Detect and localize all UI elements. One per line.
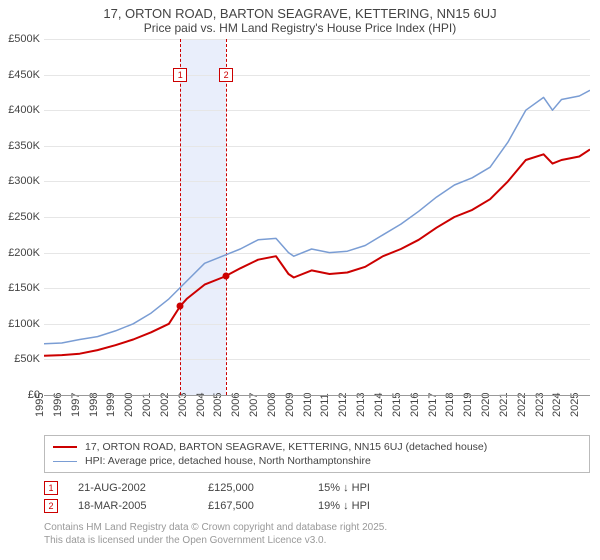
chart-subtitle: Price paid vs. HM Land Registry's House …: [0, 21, 600, 39]
x-tick-label: 2000: [123, 393, 135, 417]
attribution-line: Contains HM Land Registry data © Crown c…: [44, 521, 590, 534]
x-tick-label: 1997: [70, 393, 82, 417]
x-tick-label: 1996: [52, 393, 64, 417]
legend-swatch: [53, 446, 77, 448]
x-tick-label: 2006: [230, 393, 242, 417]
sale-date: 21-AUG-2002: [78, 482, 188, 494]
y-tick-label: £150K: [0, 282, 40, 294]
x-tick-label: 2023: [534, 393, 546, 417]
x-tick-label: 2016: [409, 393, 421, 417]
x-tick-label: 2018: [444, 393, 456, 417]
x-tick-label: 2002: [159, 393, 171, 417]
sale-index-box: 2: [44, 499, 58, 513]
legend-label: HPI: Average price, detached house, Nort…: [85, 455, 371, 467]
series-hpi: [44, 90, 590, 343]
x-tick-label: 2005: [212, 393, 224, 417]
y-tick-label: £200K: [0, 247, 40, 259]
x-tick-label: 1998: [88, 393, 100, 417]
y-tick-label: £100K: [0, 318, 40, 330]
sale-index-box: 1: [44, 481, 58, 495]
x-axis-labels: 1995199619971998199920002001200220032004…: [44, 395, 590, 429]
x-tick-label: 2001: [141, 393, 153, 417]
legend-swatch: [53, 461, 77, 462]
x-tick-label: 2008: [266, 393, 278, 417]
x-tick-label: 2013: [355, 393, 367, 417]
y-tick-label: £300K: [0, 175, 40, 187]
sale-marker-box: 2: [219, 68, 233, 82]
x-tick-label: 2011: [319, 393, 331, 417]
chart-area: £0£50K£100K£150K£200K£250K£300K£350K£400…: [44, 39, 590, 429]
sale-diff: 15% ↓ HPI: [318, 482, 370, 494]
sale-marker-dot: [177, 303, 184, 310]
sale-marker-box: 1: [173, 68, 187, 82]
attribution: Contains HM Land Registry data © Crown c…: [44, 521, 590, 547]
legend: 17, ORTON ROAD, BARTON SEAGRAVE, KETTERI…: [44, 435, 590, 473]
sale-price: £167,500: [208, 500, 298, 512]
line-layer: [44, 39, 590, 395]
x-tick-label: 2010: [302, 393, 314, 417]
sales-table: 1 21-AUG-2002 £125,000 15% ↓ HPI 2 18-MAR-200…: [44, 479, 590, 515]
x-tick-label: 2007: [248, 393, 260, 417]
x-tick-label: 2015: [391, 393, 403, 417]
x-tick-label: 2025: [569, 393, 581, 417]
legend-row: 17, ORTON ROAD, BARTON SEAGRAVE, KETTERI…: [53, 440, 581, 454]
y-tick-label: £500K: [0, 33, 40, 45]
legend-label: 17, ORTON ROAD, BARTON SEAGRAVE, KETTERI…: [85, 441, 487, 453]
sale-row: 1 21-AUG-2002 £125,000 15% ↓ HPI: [44, 479, 590, 497]
attribution-line: This data is licensed under the Open Gov…: [44, 534, 590, 547]
x-tick-label: 1999: [105, 393, 117, 417]
y-tick-label: £250K: [0, 211, 40, 223]
y-tick-label: £50K: [0, 353, 40, 365]
x-tick-label: 1995: [34, 393, 46, 417]
sale-diff: 19% ↓ HPI: [318, 500, 370, 512]
x-tick-label: 2021: [498, 393, 510, 417]
x-tick-label: 2017: [427, 393, 439, 417]
x-tick-label: 2009: [284, 393, 296, 417]
x-tick-label: 2003: [177, 393, 189, 417]
y-tick-label: £400K: [0, 104, 40, 116]
x-tick-label: 2014: [373, 393, 385, 417]
chart-title: 17, ORTON ROAD, BARTON SEAGRAVE, KETTERI…: [0, 0, 600, 21]
sale-row: 2 18-MAR-2005 £167,500 19% ↓ HPI: [44, 497, 590, 515]
sale-marker-dot: [223, 272, 230, 279]
x-tick-label: 2022: [516, 393, 528, 417]
series-property: [44, 149, 590, 355]
gridline: [44, 395, 590, 396]
sale-price: £125,000: [208, 482, 298, 494]
plot-region: £0£50K£100K£150K£200K£250K£300K£350K£400…: [44, 39, 590, 395]
x-tick-label: 2019: [462, 393, 474, 417]
sale-date: 18-MAR-2005: [78, 500, 188, 512]
y-tick-label: £450K: [0, 69, 40, 81]
legend-row: HPI: Average price, detached house, Nort…: [53, 454, 581, 468]
y-tick-label: £350K: [0, 140, 40, 152]
x-tick-label: 2012: [337, 393, 349, 417]
x-tick-label: 2004: [195, 393, 207, 417]
x-tick-label: 2024: [551, 393, 563, 417]
x-tick-label: 2020: [480, 393, 492, 417]
